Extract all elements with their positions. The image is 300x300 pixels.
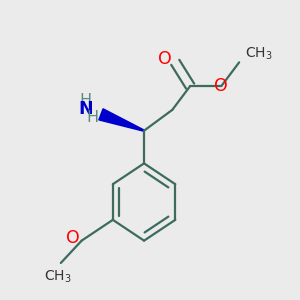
- Text: H: H: [80, 93, 92, 108]
- Text: CH$_3$: CH$_3$: [44, 268, 72, 285]
- Polygon shape: [99, 109, 144, 131]
- Text: O: O: [214, 77, 228, 95]
- Text: O: O: [158, 50, 172, 68]
- Text: CH$_3$: CH$_3$: [244, 46, 272, 62]
- Text: O: O: [66, 229, 80, 247]
- Text: H: H: [86, 110, 98, 125]
- Text: N: N: [78, 100, 93, 118]
